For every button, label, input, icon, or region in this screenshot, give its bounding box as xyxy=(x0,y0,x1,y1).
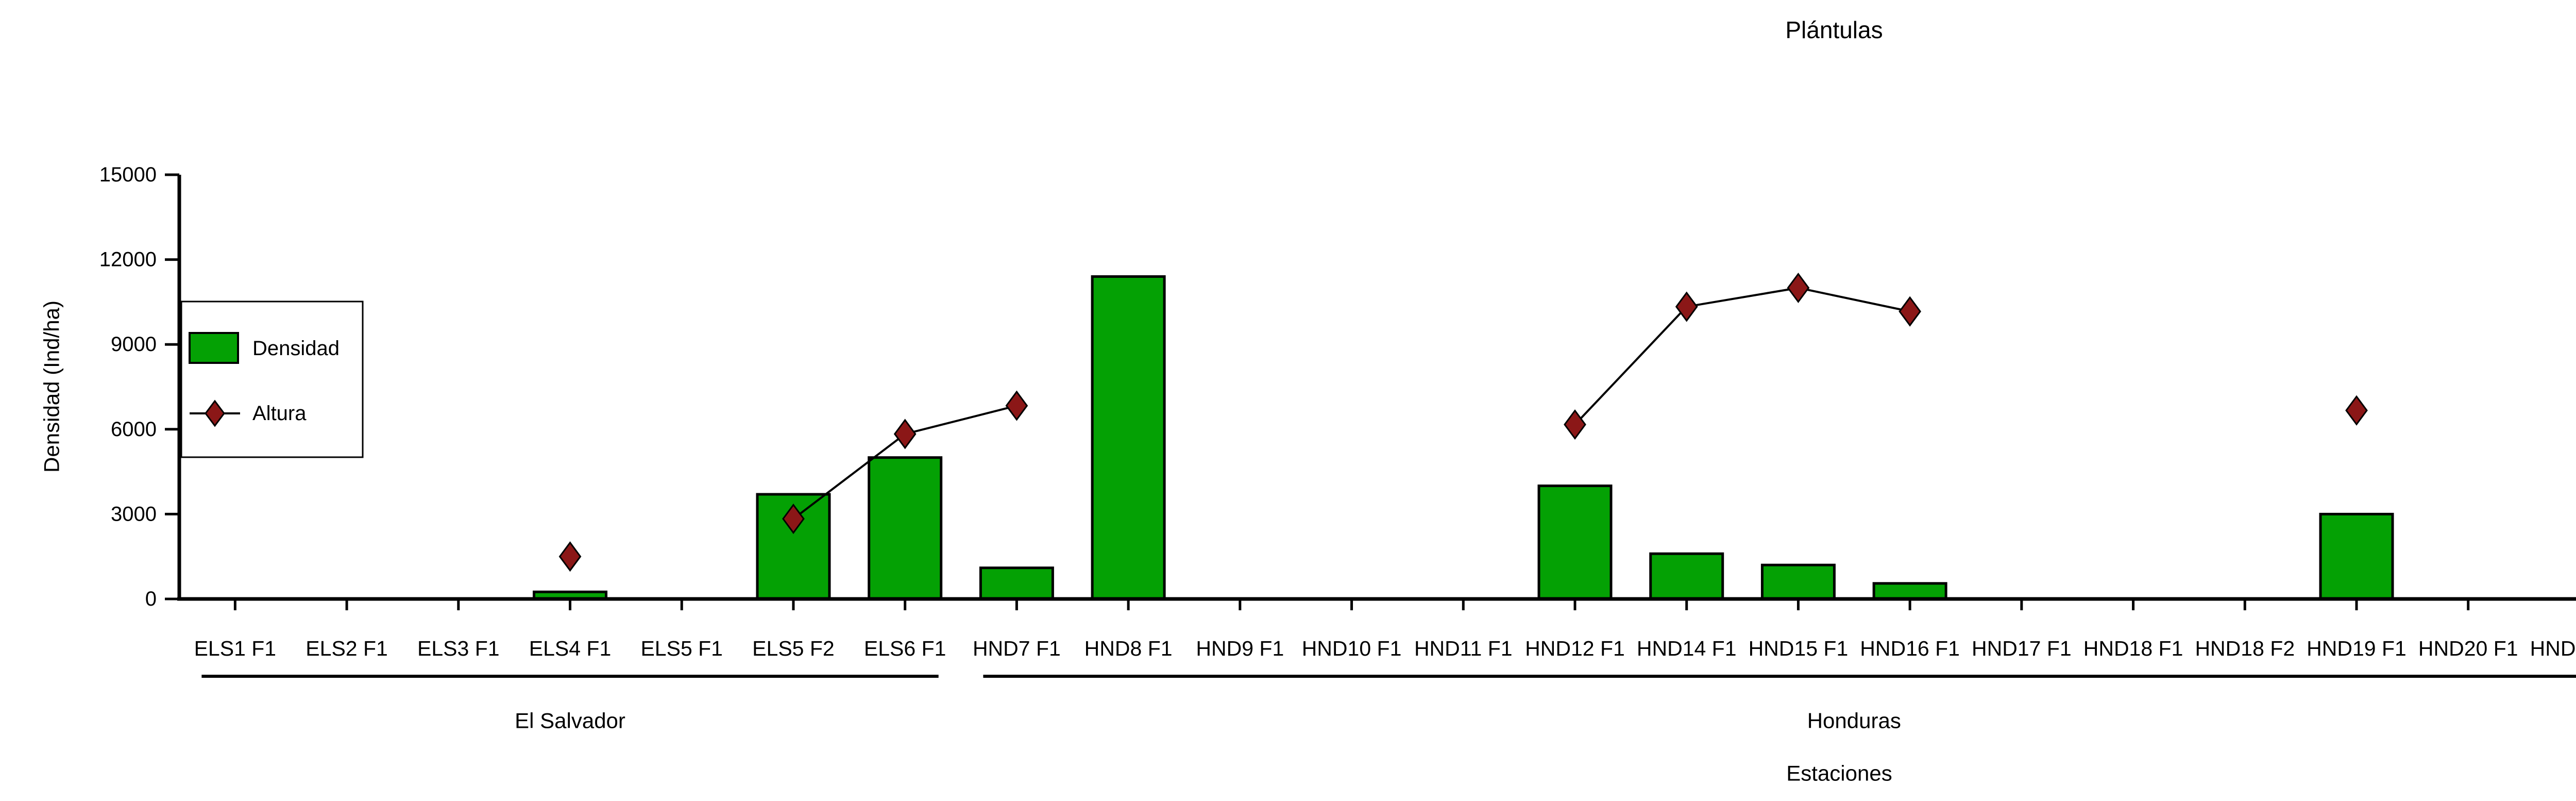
station-label: HND10 F1 xyxy=(1302,637,1402,660)
densidad-bar xyxy=(1649,552,1724,600)
country-label: El Salvador xyxy=(515,709,625,733)
altura-marker-diamond-icon xyxy=(1005,390,1028,421)
altura-line-layer xyxy=(558,272,2368,572)
legend-densidad-swatch xyxy=(189,332,239,364)
altura-marker-diamond-icon xyxy=(1675,291,1698,322)
altura-marker-diamond-icon xyxy=(1899,296,1922,327)
station-label: HND15 F1 xyxy=(1749,637,1849,660)
country-groups-layer: El SalvadorHondurasNicaragua xyxy=(201,675,2576,733)
altura-line xyxy=(1574,287,1910,426)
left-tick-label: 0 xyxy=(145,588,157,610)
axes-layer xyxy=(165,173,2576,610)
y-axis-left-label: Densidad (Ind/ha) xyxy=(40,301,64,473)
x-axis-label: Estaciones xyxy=(1786,761,1892,786)
station-label: HND7 F1 xyxy=(973,637,1061,660)
densidad-bar xyxy=(2319,512,2394,600)
station-label: HND20 F1 xyxy=(2418,637,2518,660)
legend: Densidad Altura xyxy=(180,301,364,458)
tick-labels-layer: 0300060009000120001500001020304050607080… xyxy=(99,163,2576,660)
altura-marker-diamond-icon xyxy=(1787,272,1810,303)
legend-densidad-label: Densidad xyxy=(252,337,340,360)
station-label: ELS5 F1 xyxy=(640,637,723,660)
station-label: HND18 F2 xyxy=(2195,637,2295,660)
station-label: HND17 F1 xyxy=(1972,637,2072,660)
bars-layer xyxy=(533,275,2394,600)
station-label: HND21 F1 xyxy=(2530,637,2576,660)
altura-marker-diamond-icon xyxy=(1564,409,1586,440)
station-label: ELS1 F1 xyxy=(194,637,277,660)
country-label: Honduras xyxy=(1807,709,1901,733)
altura-marker-diamond-icon xyxy=(893,419,917,449)
densidad-bar xyxy=(1760,563,1836,600)
densidad-bar xyxy=(868,456,943,600)
station-label: HND18 F1 xyxy=(2083,637,2183,660)
station-label: HND16 F1 xyxy=(1860,637,1960,660)
left-tick-label: 15000 xyxy=(99,163,157,186)
station-label: ELS3 F1 xyxy=(417,637,500,660)
chart-title: Plántulas xyxy=(1785,16,1883,43)
densidad-bar xyxy=(1872,582,1947,600)
left-tick-label: 12000 xyxy=(99,248,157,271)
station-label: ELS4 F1 xyxy=(529,637,612,660)
station-label: HND19 F1 xyxy=(2307,637,2406,660)
station-label: HND9 F1 xyxy=(1196,637,1284,660)
station-label: ELS5 F2 xyxy=(752,637,835,660)
left-tick-label: 9000 xyxy=(111,333,157,356)
altura-marker-diamond-icon xyxy=(558,541,582,572)
station-label: ELS6 F1 xyxy=(864,637,946,660)
station-label: HND14 F1 xyxy=(1637,637,1737,660)
legend-altura-label: Altura xyxy=(252,402,307,425)
densidad-bar xyxy=(1091,275,1166,600)
station-label: HND12 F1 xyxy=(1525,637,1625,660)
densidad-bar xyxy=(1537,485,1613,600)
station-label: HND11 F1 xyxy=(1414,637,1513,660)
densidad-bar xyxy=(979,566,1054,600)
left-tick-label: 6000 xyxy=(111,418,157,441)
legend-box xyxy=(180,301,364,458)
station-label: HND8 F1 xyxy=(1084,637,1173,660)
altura-marker-diamond-icon xyxy=(782,504,805,535)
legend-altura-diamond-icon xyxy=(205,399,225,427)
left-tick-label: 3000 xyxy=(111,503,157,525)
station-label: ELS2 F1 xyxy=(306,637,388,660)
altura-marker-diamond-icon xyxy=(2345,395,2368,426)
